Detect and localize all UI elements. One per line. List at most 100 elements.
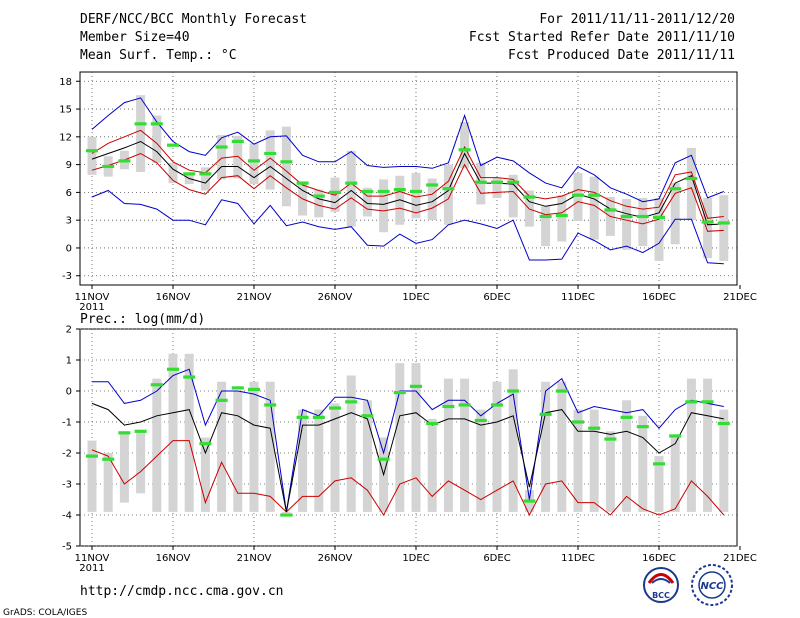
median-marker [280, 513, 293, 517]
x-tick-label: 21NOV [237, 292, 272, 303]
median-marker [361, 189, 374, 194]
y-tick-label: 18 [59, 77, 72, 88]
median-marker [150, 383, 163, 387]
median-marker [167, 143, 179, 147]
variable-label: Mean Surf. Temp.: °C [80, 48, 237, 63]
y-tick-label: -2 [62, 449, 72, 460]
y-tick-label: 0 [66, 243, 72, 254]
spread-bar [703, 197, 713, 259]
median-marker [215, 145, 228, 149]
median-marker [280, 160, 293, 164]
x-tick-label: 16DEC [642, 292, 676, 303]
spread-bar [686, 147, 696, 221]
spread-bar [443, 164, 453, 225]
median-marker [653, 462, 665, 466]
median-marker [264, 403, 277, 407]
series-line-lower [91, 152, 724, 232]
median-marker [669, 434, 682, 438]
spread-bar [557, 381, 567, 512]
median-marker [134, 122, 147, 126]
forecast-produced-date: Fcst Produced Date 2011/11/11 [508, 48, 735, 63]
spread-bar [249, 381, 259, 512]
median-marker [215, 398, 228, 402]
median-marker [329, 190, 341, 194]
spread-bar [184, 353, 194, 512]
source-url: http://cmdp.ncc.cma.gov.cn [80, 584, 284, 599]
median-marker [442, 404, 455, 409]
x-tick-label: 1DEC [402, 292, 429, 303]
forecast-period: For 2011/11/11-2011/12/20 [539, 12, 735, 27]
spread-bar [152, 115, 162, 163]
spread-bar [589, 409, 599, 512]
x-tick-label: 21NOV [237, 553, 272, 564]
spread-bar [654, 197, 664, 261]
median-marker [604, 437, 617, 441]
median-marker [296, 181, 309, 185]
spread-bar [427, 178, 437, 221]
spread-bar [638, 197, 648, 247]
median-marker [620, 214, 633, 219]
y-tick-label: -4 [62, 511, 72, 522]
spread-bar [119, 431, 129, 503]
spread-bar [638, 415, 648, 512]
ncc-logo: NCC [691, 564, 733, 606]
spread-bar [460, 122, 470, 169]
median-marker [410, 384, 422, 388]
spread-bar [314, 409, 324, 512]
median-marker [491, 180, 503, 184]
series-line-ensemble-min [91, 440, 725, 517]
y-tick-label: 1 [66, 356, 72, 367]
spread-bar [492, 381, 502, 512]
y-tick-label: 15 [59, 105, 72, 116]
spread-bar [346, 375, 356, 512]
spread-bar [265, 130, 275, 190]
spread-bar [654, 456, 664, 512]
grads-credit: GrADS: COLA/IGES [3, 608, 87, 618]
series-line-ensemble-max [92, 368, 724, 512]
spread-bar [573, 409, 583, 512]
plot-frame [79, 71, 738, 286]
x-tick-label: 11DEC [561, 292, 595, 303]
spread-bar [281, 126, 291, 207]
spread-bar [87, 440, 97, 512]
spread-bar [233, 391, 243, 512]
median-marker [199, 172, 212, 176]
median-marker [410, 189, 422, 194]
spread-bar [103, 453, 113, 512]
spread-bar [298, 409, 308, 512]
x-tick-label: 21DEC [723, 292, 757, 303]
y-tick-label: 3 [66, 216, 72, 227]
median-marker [150, 122, 163, 126]
median-marker [183, 172, 196, 176]
spread-bar [233, 135, 243, 179]
y-tick-label: -3 [62, 271, 72, 282]
median-marker [248, 159, 260, 163]
member-size: Member Size=40 [80, 30, 190, 45]
median-marker [507, 180, 520, 184]
spread-bar [152, 378, 162, 512]
median-marker [102, 164, 115, 169]
spread-bar [200, 167, 210, 191]
spread-bar [136, 95, 146, 173]
spread-bar [622, 400, 632, 512]
series-line-ensemble-min [91, 189, 724, 265]
median-marker [685, 176, 698, 181]
median-marker [685, 400, 698, 404]
x-tick-label: 26NOV [318, 553, 353, 564]
median-marker [361, 414, 374, 418]
series-line-upper [91, 129, 724, 219]
median-marker [717, 221, 730, 225]
spread-bar [395, 363, 405, 512]
spread-bar [460, 378, 470, 512]
bcc-logo: BCC [643, 567, 679, 603]
median-marker [572, 420, 584, 424]
spread-bar [346, 150, 356, 227]
x-tick-label: 16DEC [642, 553, 676, 564]
y-tick-label: 6 [66, 188, 72, 199]
y-tick-label: -3 [62, 480, 72, 491]
x-tick-label: 1DEC [402, 553, 429, 564]
x-year-label: 2011 [79, 302, 104, 313]
y-tick-label: 9 [66, 160, 72, 171]
median-marker [86, 454, 98, 458]
spread-bar [362, 400, 372, 512]
